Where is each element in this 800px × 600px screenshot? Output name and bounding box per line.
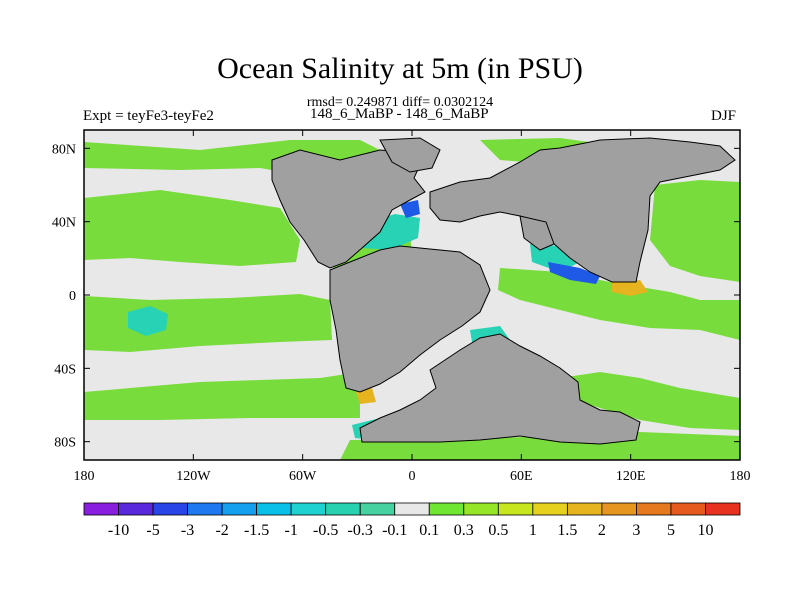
y-tick-label: 80N	[52, 142, 76, 157]
x-tick-label: 120E	[616, 469, 646, 484]
colorbar-level-label: -2	[215, 522, 228, 539]
colorbar-swatch	[463, 502, 499, 516]
north-pacific-positive-band	[84, 190, 300, 266]
colorbar-level-label: 0.5	[488, 522, 508, 539]
colorbar-level-label: -10	[108, 522, 129, 539]
chart-title: Ocean Salinity at 5m (in PSU)	[217, 52, 583, 85]
colorbar-level-label: -1	[284, 522, 297, 539]
experiment-label: Expt = teyFe3-teyFe2	[83, 108, 214, 124]
colorbar-swatch	[256, 502, 292, 516]
north-america-land	[271, 149, 426, 269]
colorbar-level-label: -3	[181, 522, 194, 539]
colorbar-swatch	[532, 502, 568, 516]
colorbar-swatch	[428, 502, 465, 516]
colorbar-swatch	[601, 502, 637, 516]
northeast-pacific-positive-band	[650, 180, 740, 282]
y-tick-label: 40S	[54, 362, 76, 377]
colorbar-level-label: 10	[697, 522, 713, 539]
eurasia-land	[429, 137, 736, 283]
colorbar-level-label: 2	[598, 522, 606, 539]
south-america-africa-land	[329, 245, 491, 393]
season-label: DJF	[711, 108, 737, 124]
colorbar-swatch	[152, 502, 188, 516]
colorbar-swatch	[497, 502, 534, 516]
colorbar-swatch	[118, 502, 154, 516]
colorbar-swatch	[359, 502, 396, 516]
south-indian-positive-patch	[560, 372, 740, 430]
colorbar-swatch	[566, 502, 603, 516]
colorbar-swatch	[221, 502, 258, 516]
x-tick-label: 180	[730, 469, 751, 484]
colorbar-swatch	[83, 502, 119, 516]
colorbar-swatch	[290, 502, 327, 516]
colorbar-level-label: 1	[529, 522, 537, 539]
india-land	[519, 215, 555, 251]
colorbar-swatch	[325, 502, 361, 516]
x-tick-label: 0	[409, 469, 416, 484]
antarctica-australia-land	[359, 333, 641, 445]
chart-subtitle: rmsd= 0.249871 diff= 0.0302124	[306, 95, 494, 110]
southern-ocean-positive-band	[84, 372, 360, 420]
x-tick-label: 180	[74, 469, 95, 484]
colorbar-level-label: -0.3	[348, 522, 373, 539]
colorbar-swatch	[670, 502, 706, 516]
y-tick-label: 40N	[52, 216, 76, 231]
colorbar-level-label: -5	[146, 522, 159, 539]
colorbar-level-label: -1.5	[244, 522, 269, 539]
south-pacific-negative-patch	[128, 306, 168, 336]
colorbar-swatch	[705, 502, 741, 516]
colorbar-swatch	[187, 502, 223, 516]
axis-ticks: 180 120W 60W 0 60E 120E 180 80N 40N 0 40S 80S	[52, 130, 751, 484]
colorbar-level-label: 3	[632, 522, 640, 539]
indian-ocean-negative-patch	[530, 244, 580, 272]
x-tick-label: 60W	[289, 469, 317, 484]
colorbar: -10 -5 -3 -2 -1.5 -1 -0.5 -0.3 -0.1 0.1 0.3 0.5 1 1.5…	[83, 502, 741, 539]
colorbar-level-label: 0.1	[419, 522, 439, 539]
bay-of-bengal-strong-negative	[548, 262, 600, 284]
x-tick-label: 60E	[510, 469, 533, 484]
colorbar-swatch	[636, 502, 672, 516]
y-tick-label: 80S	[54, 436, 76, 451]
x-tick-label: 120W	[176, 469, 211, 484]
colorbar-swatch	[394, 502, 430, 516]
tropical-pacific-positive-patch	[84, 300, 120, 338]
colorbar-level-label: 5	[667, 522, 675, 539]
mediterranean-strong-negative	[400, 200, 420, 218]
colorbar-level-label: 1.5	[557, 522, 577, 539]
map-fields	[84, 130, 740, 460]
colorbar-level-label: -0.5	[313, 522, 338, 539]
greenland-land	[379, 137, 441, 173]
colorbar-level-label: -0.1	[382, 522, 407, 539]
y-tick-label: 0	[69, 289, 76, 304]
period-label: 148_6_MaBP - 148_6_MaBP	[310, 106, 489, 122]
indian-ocean-positive-band	[498, 268, 740, 340]
indonesian-strong-positive	[612, 280, 648, 296]
colorbar-level-label: 0.3	[454, 522, 474, 539]
